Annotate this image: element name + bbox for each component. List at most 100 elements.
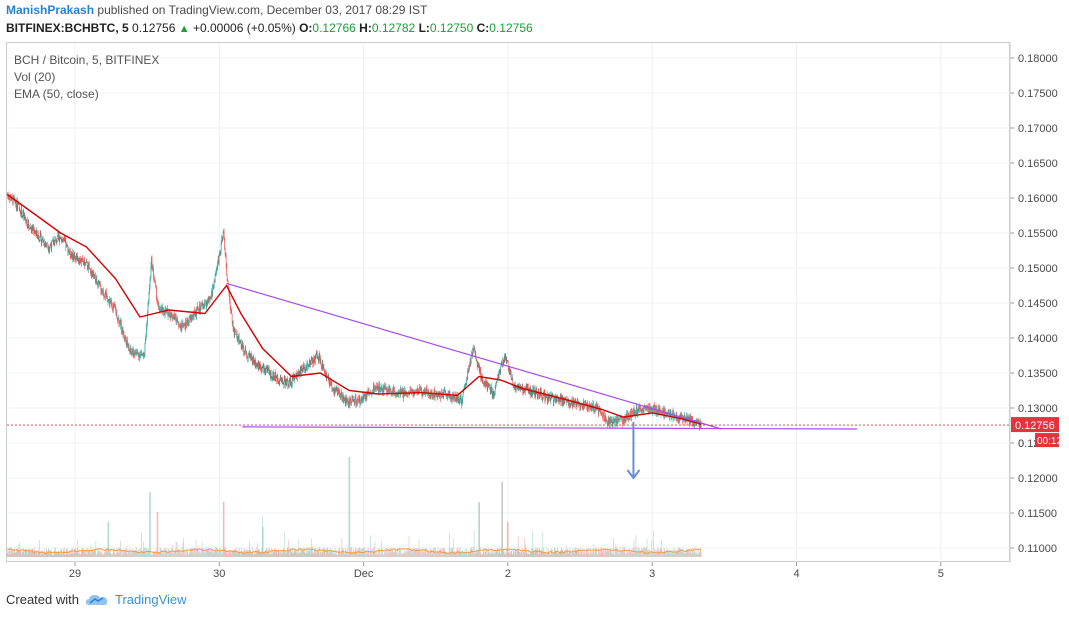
volume-bar [481, 553, 483, 557]
volume-bar [291, 552, 293, 557]
candle-body [587, 404, 588, 409]
volume-bar [123, 552, 124, 557]
candle-body [123, 331, 124, 334]
volume-bar [274, 549, 276, 557]
volume-bar [650, 552, 651, 557]
candle-body [501, 363, 502, 365]
volume-bar [531, 552, 533, 557]
volume-bar [15, 551, 17, 557]
volume-bar [674, 549, 675, 557]
candle-body [491, 392, 493, 397]
candle-body [515, 387, 517, 389]
candle-body [346, 396, 347, 403]
volume-bar [347, 551, 349, 557]
chart-legend: BCH / Bitcoin, 5, BITFINEX Vol (20) EMA … [14, 52, 159, 103]
volume-bar [198, 552, 200, 557]
volume-bar [346, 551, 347, 557]
volume-bar [241, 553, 243, 557]
volume-bar [184, 554, 186, 557]
y-tick-label: 0.15000 [1018, 263, 1058, 275]
candle-body [657, 412, 658, 414]
candle-body [256, 364, 257, 366]
volume-bar [273, 549, 275, 557]
candle-body [468, 367, 470, 372]
author-link[interactable]: ManishPrakash [6, 3, 95, 17]
candle-body [264, 368, 265, 372]
tradingview-cloud-icon[interactable] [85, 593, 109, 607]
volume-bar [695, 553, 697, 557]
volume-bar [78, 554, 79, 557]
volume-bar [422, 547, 424, 557]
candle-body [472, 351, 473, 357]
volume-bar [93, 551, 94, 557]
candle-body [655, 408, 657, 413]
candle-body [350, 397, 351, 402]
candle-body [625, 415, 627, 420]
volume-bar [262, 515, 264, 557]
candle-body [29, 227, 31, 229]
candle-body [291, 383, 292, 385]
candle-body [288, 386, 289, 387]
candle-body [26, 220, 27, 223]
volume-bar [344, 554, 345, 557]
candle-body [123, 331, 125, 337]
volume-bar [224, 547, 226, 557]
candle-body [281, 378, 282, 382]
candle-body [130, 348, 131, 354]
volume-bar [152, 553, 153, 557]
volume-bar [174, 550, 175, 557]
volume-bar [109, 551, 110, 557]
volume-bar [51, 554, 53, 557]
volume-bar [121, 550, 123, 557]
candle-body [137, 352, 138, 354]
candle-body [569, 401, 570, 405]
candle-body [76, 255, 77, 258]
volume-bar [14, 552, 16, 557]
candle-body [665, 412, 667, 416]
volume-bar [332, 553, 333, 557]
volume-bar [138, 550, 140, 557]
candle-body [142, 353, 144, 356]
volume-bar [469, 552, 470, 557]
volume-bar [484, 551, 486, 557]
volume-bar [218, 554, 219, 557]
candle-body [582, 406, 583, 407]
candle-body [299, 370, 300, 372]
volume-bar [426, 554, 427, 557]
candle-body [423, 390, 425, 393]
candle-body [17, 204, 18, 209]
candle-body [47, 246, 49, 248]
volume-bar [320, 551, 321, 557]
volume-bar [152, 554, 154, 557]
volume-bar [18, 551, 20, 557]
volume-bar [442, 554, 443, 557]
volume-bar [358, 548, 359, 557]
volume-bar [321, 554, 323, 557]
volume-bar [176, 554, 177, 557]
volume-bar [193, 548, 195, 557]
candle-body [636, 406, 637, 414]
volume-bar [608, 553, 610, 557]
candle-body [110, 300, 111, 303]
volume-bar [377, 554, 379, 557]
volume-bar [146, 548, 147, 557]
volume-bar [155, 551, 157, 557]
volume-bar [677, 550, 678, 557]
volume-bar [594, 551, 595, 557]
volume-bar [30, 549, 32, 557]
candle-body [85, 262, 86, 263]
candle-body [555, 396, 556, 402]
volume-bar [508, 551, 510, 557]
volume-bar [486, 554, 487, 557]
volume-bar [16, 550, 18, 557]
volume-bar [646, 539, 648, 557]
volume-bar [389, 548, 390, 557]
candle-body [190, 316, 192, 321]
candle-body [560, 396, 562, 403]
candle-body [602, 416, 604, 419]
y-tick-label: 0.13500 [1018, 368, 1058, 380]
candle-body [572, 399, 573, 407]
candle-body [658, 407, 659, 412]
tradingview-brand-link[interactable]: TradingView [114, 592, 187, 607]
